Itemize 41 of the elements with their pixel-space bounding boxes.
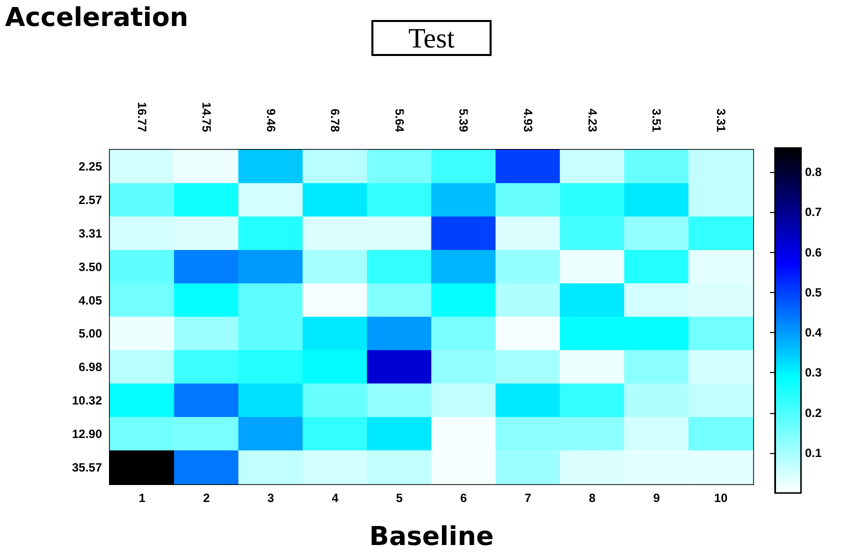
y-tick-label: 5.00	[78, 326, 102, 341]
color-bar-label: 0.8	[805, 165, 822, 180]
y-tick-label: 2.25	[78, 160, 102, 174]
color-bar-label: 0.2	[805, 406, 822, 420]
color-bar-label: 0.4	[805, 326, 822, 340]
y-tick-label: 4.05	[78, 293, 102, 308]
y-tick-label: 3.50	[78, 260, 102, 274]
x-tick-label: 9	[653, 491, 660, 505]
text: 3.31	[714, 108, 728, 132]
text: 5.39	[456, 108, 471, 132]
color-bar-label: 0.7	[805, 205, 822, 220]
chart-title: Acceleration	[5, 3, 188, 33]
x-tick-label: 2	[203, 491, 210, 505]
y-tick-label: 2.57	[78, 193, 102, 208]
text: 14.75	[199, 102, 214, 132]
x-tick-label: 7	[524, 491, 532, 505]
text: 4.93	[520, 108, 535, 132]
text: 6.78	[328, 108, 342, 132]
x-tick-label: 6	[460, 491, 468, 505]
text: 9.46	[264, 108, 278, 132]
y-tick-label: 12.90	[72, 426, 102, 441]
x-tick-label: 1	[138, 491, 146, 505]
text: 16.77	[135, 102, 150, 132]
x2-axis-title: Test	[408, 24, 455, 54]
text: 3.51	[650, 108, 664, 132]
x-axis-title: Baseline	[369, 522, 494, 552]
color-bar-label: 0.5	[805, 285, 822, 300]
x-tick-label: 8	[588, 491, 596, 505]
text: 4.23	[585, 108, 600, 132]
x-tick-label: 3	[267, 491, 274, 505]
x-tick-label: 5	[396, 491, 404, 505]
color-bar-label: 0.1	[805, 446, 822, 460]
y-tick-label: 10.32	[72, 394, 102, 408]
y-tick-label: 3.31	[78, 226, 102, 240]
y-tick-label: 35.57	[72, 460, 102, 474]
x-tick-label: 10	[714, 491, 728, 505]
y-tick-label: 6.98	[78, 360, 102, 374]
color-bar-label: 0.6	[805, 245, 822, 260]
x-tick-label: 4	[332, 491, 339, 505]
color-bar-label: 0.3	[805, 366, 822, 380]
text: 5.64	[392, 108, 406, 132]
